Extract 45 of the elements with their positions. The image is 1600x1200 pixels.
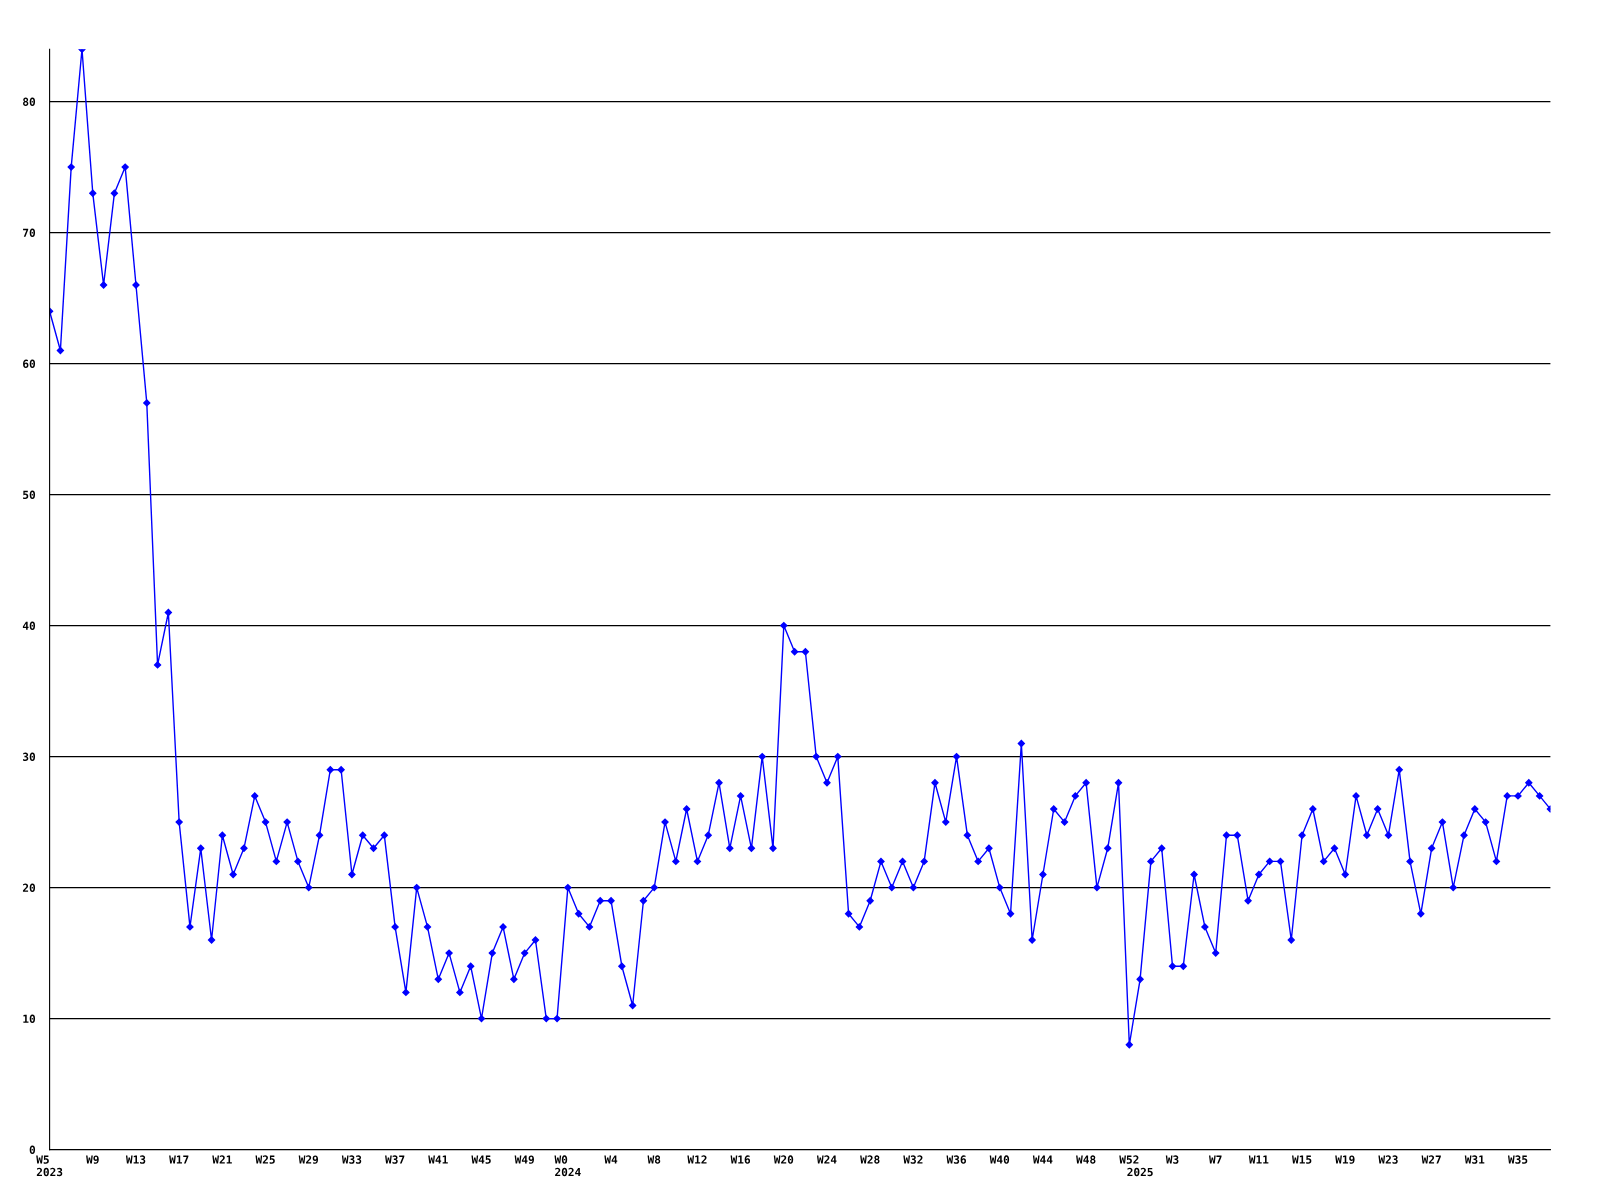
x-tick-label: W36 (946, 1155, 966, 1164)
x-tick-label: W16 (730, 1155, 751, 1164)
x-tick-label: W44 (1032, 1155, 1053, 1164)
x-tick-label: W12 (687, 1155, 707, 1164)
y-tick-label: 10 (23, 1014, 36, 1023)
x-tick-label: W35 (1507, 1155, 1528, 1164)
y-tick-label: 70 (23, 228, 36, 237)
x-tick-label: W15 (1292, 1155, 1312, 1164)
x-tick-label: W17 (169, 1155, 189, 1164)
x-tick-label: W13 (125, 1155, 146, 1164)
x-tick-label: W7 (1209, 1155, 1222, 1164)
x-tick-label: W9 (86, 1155, 99, 1164)
y-tick-label: 0 (29, 1145, 36, 1154)
x-tick-label: W31 (1464, 1155, 1485, 1164)
x-tick-label: W20 (773, 1155, 794, 1164)
x-tick-label: W0 2024 (554, 1155, 581, 1177)
x-tick-label: W19 (1335, 1155, 1355, 1164)
x-tick-label: W28 (860, 1155, 880, 1164)
y-tick-label: 50 (23, 490, 36, 499)
x-tick-label: W11 (1248, 1155, 1269, 1164)
x-tick-label: W8 (647, 1155, 661, 1164)
y-tick-label: 40 (22, 621, 36, 630)
x-tick-label: W49 (514, 1155, 534, 1164)
x-tick-label: W37 (385, 1155, 405, 1164)
x-tick-label: W4 (604, 1155, 618, 1164)
x-tick-label: W25 (255, 1155, 275, 1164)
x-tick-label: W40 (989, 1155, 1010, 1164)
x-tick-label: W24 (816, 1155, 837, 1164)
x-tick-label: W32 (903, 1155, 923, 1164)
y-tick-label: 30 (23, 752, 36, 761)
x-tick-label: W27 (1421, 1155, 1441, 1164)
x-tick-label: W52 (1119, 1155, 1139, 1164)
x-tick-label: 2025 (1127, 1167, 1153, 1177)
x-tick-label: W41 (428, 1155, 448, 1164)
x-tick-label: W48 (1076, 1155, 1096, 1164)
y-tick-label: 60 (23, 359, 36, 368)
x-tick-label: W45 (471, 1155, 491, 1164)
x-tick-label: W29 (298, 1155, 319, 1164)
x-tick-label: W33 (341, 1155, 362, 1164)
x-tick-label: W3 (1165, 1155, 1179, 1164)
y-tick-label: 20 (22, 883, 36, 892)
x-tick-label: W23 (1378, 1155, 1398, 1164)
y-tick-label: 80 (23, 97, 36, 106)
x-tick-label: W21 (212, 1155, 232, 1164)
x-tick-label: W5 2023 (36, 1155, 63, 1177)
